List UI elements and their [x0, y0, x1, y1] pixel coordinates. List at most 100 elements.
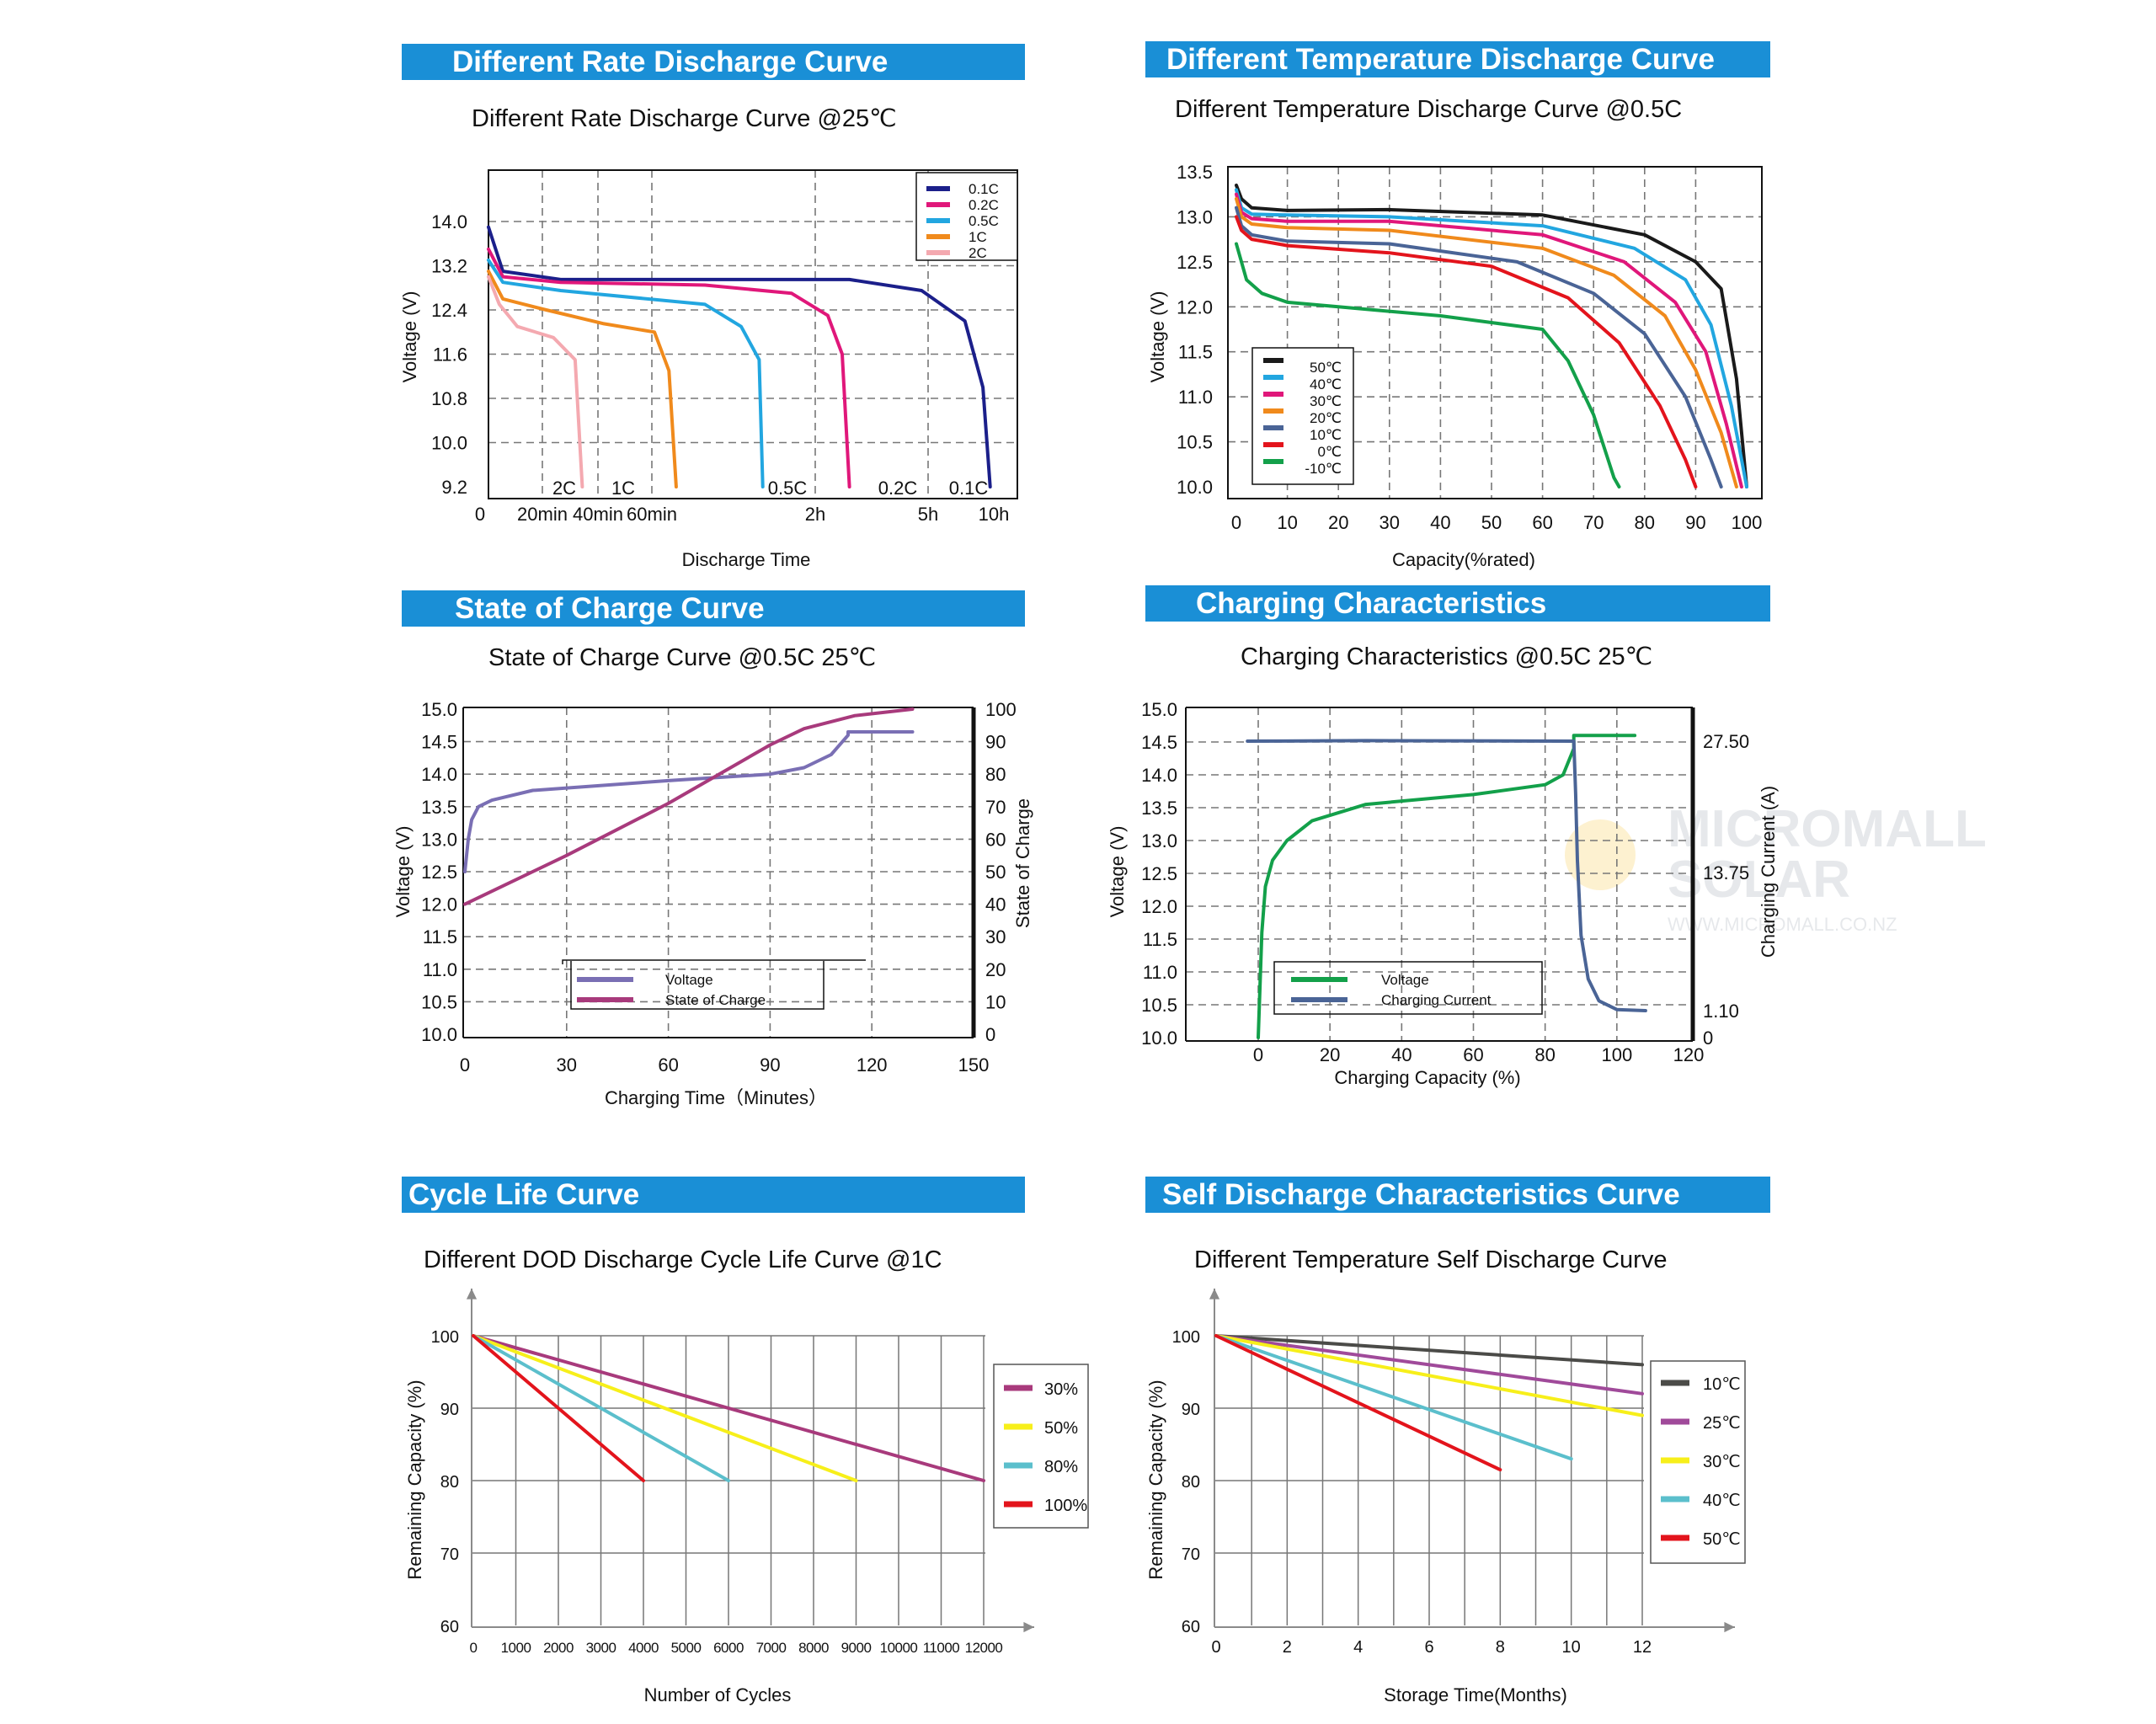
axis-arrow	[1209, 1289, 1220, 1300]
legend-label: 40℃	[1703, 1492, 1741, 1510]
y-tick-label: 10.0	[1177, 477, 1213, 498]
banner-self-discharge: Self Discharge Characteristics Curve	[1145, 1177, 1770, 1213]
y-tick-label: 70	[440, 1545, 459, 1564]
plot-frame	[1227, 166, 1763, 499]
legend-label: 0.5C	[969, 213, 999, 229]
y-tick-label: 12.0	[1141, 896, 1177, 917]
y-tick-label: 13.0	[1141, 830, 1177, 851]
legend-label: -10℃	[1305, 461, 1342, 477]
x-axis-label: Capacity(%rated)	[1392, 549, 1535, 570]
subtitle-temperature-discharge: Different Temperature Discharge Curve @0…	[1175, 96, 1683, 123]
series-line-Voltage	[463, 730, 915, 873]
x-tick-label: 30	[557, 1054, 577, 1075]
x-tick-label: 0	[1253, 1044, 1263, 1065]
y-tick-label: 12.0	[1177, 296, 1213, 318]
axis-arrow	[1023, 1621, 1034, 1633]
legend-label: 80%	[1044, 1458, 1078, 1476]
y2-tick-label: 10	[985, 991, 1006, 1012]
series-line-100%	[472, 1334, 645, 1482]
x-tick-label: 0	[470, 1640, 478, 1656]
x-tick-label: 10000	[880, 1640, 918, 1656]
legend-label: 1C	[969, 229, 987, 245]
x-tick-label: 120	[1673, 1044, 1705, 1065]
x-tick-label: 70	[1583, 512, 1604, 533]
y2-tick-label: 13.75	[1703, 862, 1749, 883]
curve-label: 2C	[552, 478, 576, 499]
x-axis-label: Storage Time(Months)	[1384, 1684, 1567, 1705]
series-line-0.5C	[487, 258, 765, 488]
legend-label: 0.1C	[969, 181, 999, 197]
x-tick-label: 8	[1496, 1638, 1505, 1657]
banner-temperature-discharge: Different Temperature Discharge Curve	[1145, 41, 1770, 77]
y2-tick-label: 0	[985, 1024, 995, 1045]
x-tick-label: 6000	[713, 1640, 744, 1656]
y-tick-label: 13.2	[431, 256, 467, 277]
y-axis-label: Remaining Capacity (%)	[1145, 1380, 1166, 1579]
series-line-50%	[472, 1334, 858, 1482]
x-tick-label: 1000	[501, 1640, 531, 1656]
legend-label: 20℃	[1310, 410, 1342, 426]
axis-arrow	[466, 1289, 478, 1300]
y-tick-label: 10.0	[1141, 1027, 1177, 1049]
series-line-0℃	[1235, 215, 1698, 488]
y2-tick-label: 40	[985, 894, 1006, 915]
y-tick-label: 13.0	[421, 829, 457, 850]
x-tick-label: 60	[1532, 512, 1552, 533]
legend-label: 2C	[969, 245, 987, 261]
y2-tick-label: 80	[985, 764, 1006, 785]
x-tick-label: 20	[1320, 1044, 1340, 1065]
x-tick-label: 10	[1562, 1638, 1581, 1657]
y-tick-label: 60	[1182, 1618, 1200, 1636]
y-tick-label: 12.5	[1141, 863, 1177, 884]
series-line-10℃	[1214, 1334, 1644, 1367]
y-axis-label: Voltage (V)	[392, 826, 414, 918]
curve-label: 0.1C	[949, 478, 989, 499]
series-line-10℃	[1235, 205, 1723, 488]
x-tick-label: 150	[958, 1054, 990, 1075]
x-tick-label: 90	[760, 1054, 780, 1075]
banner-state-of-charge: State of Charge Curve	[402, 590, 1025, 627]
x-tick-label: 80	[1534, 1044, 1555, 1065]
y-tick-label: 70	[1182, 1545, 1200, 1564]
y-tick-label: 12.5	[421, 862, 457, 883]
series-line-25℃	[1214, 1334, 1644, 1396]
legend-label: 50℃	[1703, 1530, 1741, 1549]
legend-label: 30℃	[1703, 1453, 1741, 1471]
legend-label: 0℃	[1317, 444, 1342, 460]
banner-charging-characteristics: Charging Characteristics	[1145, 585, 1770, 622]
series-line-0.1C	[487, 225, 992, 488]
series-line-40℃	[1214, 1334, 1573, 1461]
legend-label: 100%	[1044, 1497, 1087, 1515]
x-tick-label: 5000	[671, 1640, 702, 1656]
legend-label: Voltage	[1381, 972, 1429, 988]
y-tick-label: 12.5	[1177, 252, 1213, 273]
y-axis-label: Voltage (V)	[1147, 291, 1168, 383]
x-tick-label: 30	[1380, 512, 1400, 533]
curve-label: 0.5C	[768, 478, 808, 499]
y-tick-label: 11.0	[423, 959, 457, 980]
x-tick-label: 10h	[979, 504, 1010, 525]
x-tick-label: 4	[1353, 1638, 1363, 1657]
x-tick-label: 120	[857, 1054, 888, 1075]
y-tick-label: 13.5	[421, 797, 457, 818]
y2-tick-label: 50	[985, 862, 1006, 883]
subtitle-cycle-life: Different DOD Discharge Cycle Life Curve…	[424, 1246, 942, 1273]
subtitle-self-discharge: Different Temperature Self Discharge Cur…	[1194, 1246, 1668, 1273]
x-tick-label: 2	[1283, 1638, 1292, 1657]
y-tick-label: 11.6	[433, 344, 467, 366]
y-tick-label: 10.5	[1141, 995, 1177, 1016]
y2-axis-label: Charging Current (A)	[1758, 786, 1779, 958]
series-line-Charging Current	[1246, 739, 1647, 1012]
series-line-30%	[472, 1334, 985, 1482]
series-line-40℃	[1235, 188, 1748, 488]
x-tick-label: 6	[1424, 1638, 1433, 1657]
legend-label: Voltage	[665, 972, 713, 988]
x-tick-label: 40	[1430, 512, 1450, 533]
legend-label: 0.2C	[969, 197, 999, 213]
y-tick-label: 14.0	[421, 764, 457, 785]
x-axis-label: Charging Capacity (%)	[1334, 1067, 1520, 1088]
y-tick-label: 14.0	[431, 211, 467, 232]
y-tick-label: 13.5	[1141, 798, 1177, 819]
y-tick-label: 100	[1172, 1328, 1200, 1347]
x-tick-label: 60	[1463, 1044, 1483, 1065]
